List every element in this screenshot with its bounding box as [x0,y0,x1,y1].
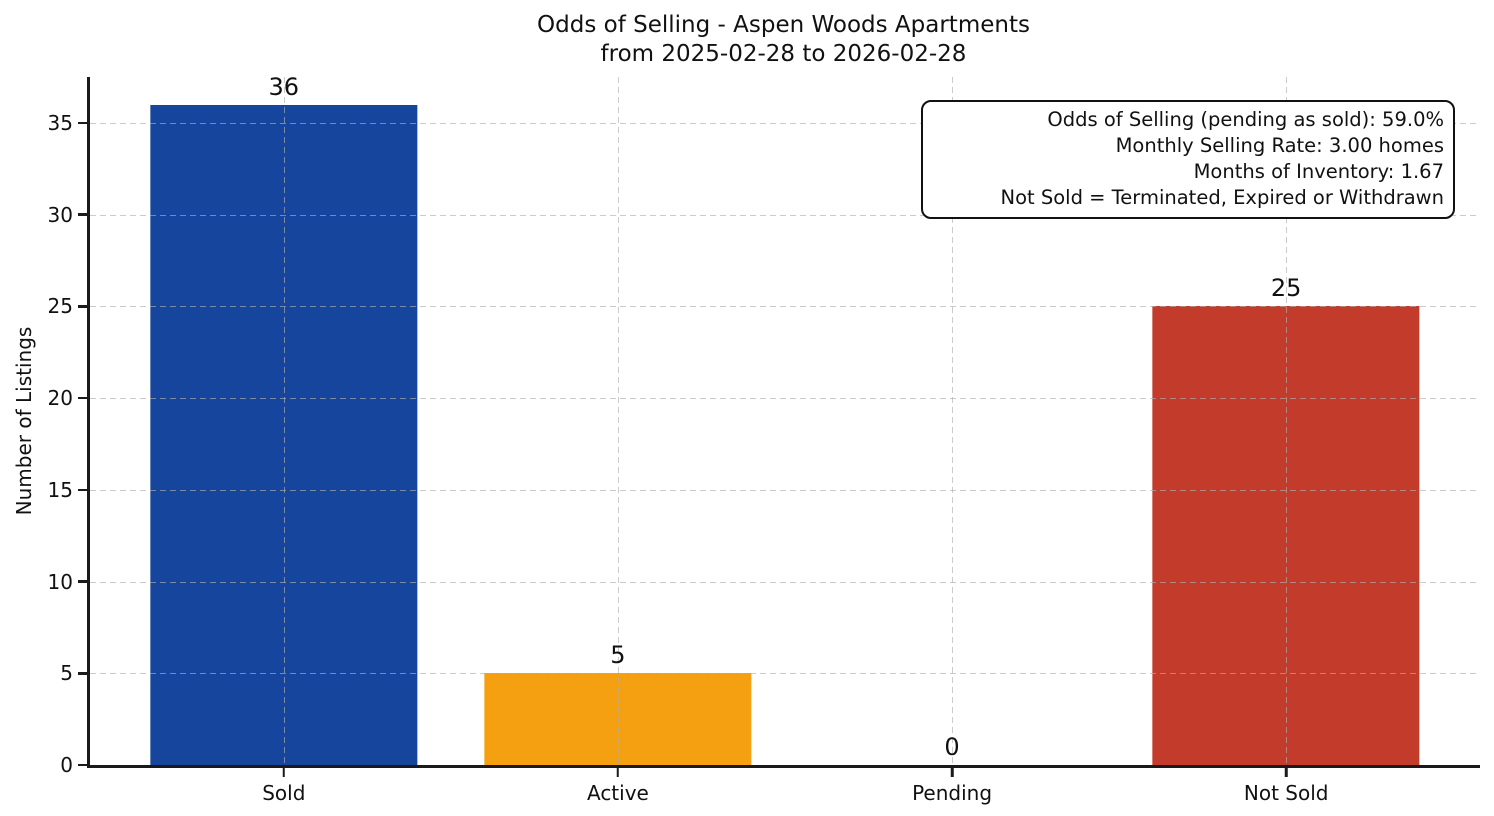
stats-annotation-box: Odds of Selling (pending as sold): 59.0%… [921,100,1455,219]
y-tick-mark [78,121,87,125]
y-tick-mark [78,763,87,767]
bar-value-label-pending: 0 [944,733,960,761]
x-tick-label-active: Active [586,781,649,805]
x-tick-label-pending: Pending [912,781,993,805]
stats-line-4: Not Sold = Terminated, Expired or Withdr… [1000,186,1444,209]
bar-active [484,673,752,765]
y-tick-label: 15 [47,477,73,502]
stats-line-3: Months of Inventory: 1.67 [1193,160,1444,183]
chart-title: Odds of Selling - Aspen Woods Apartments… [87,11,1480,69]
y-axis-label: Number of Listings [12,326,36,516]
y-tick-mark [78,580,87,583]
y-tick-label: 0 [60,753,73,777]
bar-value-label-sold: 36 [268,72,300,101]
x-tick-mark [1284,768,1288,777]
stats-line-1: Odds of Selling (pending as sold): 59.0% [1047,108,1444,131]
chart-title-line2: from 2025-02-28 to 2026-02-28 [600,41,967,67]
y-tick-label: 5 [60,661,73,686]
x-tick-mark [616,768,620,777]
y-tick-mark [78,213,87,216]
y-tick-label: 20 [47,386,73,411]
y-tick-mark [78,305,87,308]
y-tick-mark [78,488,87,492]
bar-value-label-active: 5 [610,641,626,670]
stats-line-2: Monthly Selling Rate: 3.00 homes [1115,134,1444,157]
bar-value-label-not-sold: 25 [1270,274,1302,303]
bar-sold [150,104,418,765]
x-tick-mark [282,768,286,777]
y-tick-mark [78,672,87,675]
x-tick-label-sold: Sold [262,781,306,805]
x-tick-mark [950,768,954,777]
bar-not-sold [1152,306,1420,765]
chart-title-line1: Odds of Selling - Aspen Woods Apartments [537,12,1030,38]
y-tick-label: 30 [47,202,73,227]
x-tick-label-not-sold: Not Sold [1243,781,1329,805]
y-tick-mark [78,396,87,400]
y-tick-label: 10 [47,569,73,594]
y-tick-label: 25 [47,294,73,319]
y-tick-label: 35 [47,110,73,135]
